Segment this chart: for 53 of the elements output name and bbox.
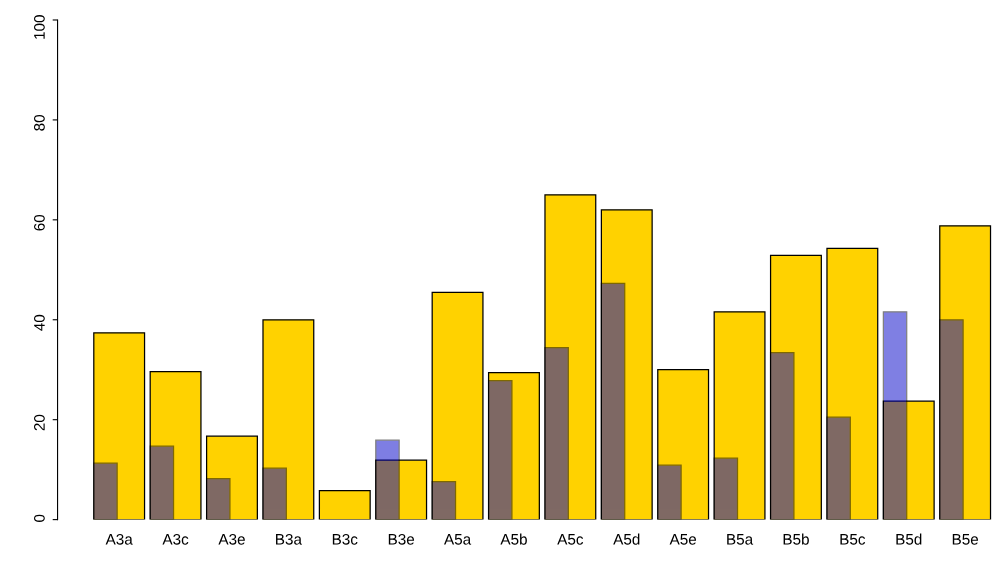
x-tick-label: A5c: [557, 534, 584, 545]
x-tick-label: A5b: [500, 533, 527, 545]
bar: [600, 282, 626, 520]
bar: [600, 209, 653, 520]
bar: [318, 490, 371, 520]
y-tick-label: 20: [34, 414, 45, 431]
x-tick-label: B3c: [332, 533, 358, 545]
bar: [769, 352, 795, 520]
bar: [657, 464, 682, 520]
bar: [375, 439, 400, 520]
bar: [939, 319, 964, 520]
y-tick-label: 100: [34, 15, 45, 39]
y-tick-label: 40: [34, 314, 45, 331]
bar: [487, 372, 540, 520]
x-tick-label: B5a: [727, 534, 754, 545]
bar: [431, 481, 457, 520]
bar: [882, 400, 935, 520]
bar: [939, 225, 992, 520]
bar: [431, 291, 484, 520]
x-tick-label: A5d: [613, 533, 640, 545]
bar: [713, 457, 739, 520]
bar: [149, 445, 175, 520]
x-tick-label: A3c: [162, 533, 189, 545]
bar: [93, 332, 146, 520]
y-tick-label: 60: [34, 214, 45, 231]
bar: [544, 194, 597, 520]
bar: [262, 467, 287, 520]
x-tick-label: B5e: [952, 534, 979, 545]
bar: [375, 459, 428, 520]
x-tick-label: B3e: [388, 533, 415, 545]
bar: [205, 478, 231, 520]
bar: [657, 369, 710, 520]
y-tick-label: 0: [34, 514, 45, 522]
bar: [826, 247, 879, 520]
bar: [544, 347, 569, 520]
bar: [487, 380, 513, 520]
bar: [882, 311, 908, 520]
bar: [205, 435, 258, 520]
bar: [713, 311, 766, 520]
x-tick-label: B3a: [276, 533, 302, 545]
x-tick-label: A3a: [105, 533, 133, 545]
x-tick-label: A5e: [669, 534, 697, 545]
x-tick-label: A5a: [444, 534, 472, 545]
x-tick-label: B5c: [840, 534, 866, 545]
bar: [93, 462, 118, 520]
bar: [262, 319, 315, 520]
y-tick-label: 80: [34, 114, 45, 131]
bar: [149, 371, 202, 520]
bar: [769, 254, 822, 520]
x-tick-label: B5b: [783, 533, 809, 545]
x-tick-label: B5d: [896, 533, 922, 545]
x-tick-label: A3e: [218, 533, 245, 545]
bar: [826, 416, 851, 520]
